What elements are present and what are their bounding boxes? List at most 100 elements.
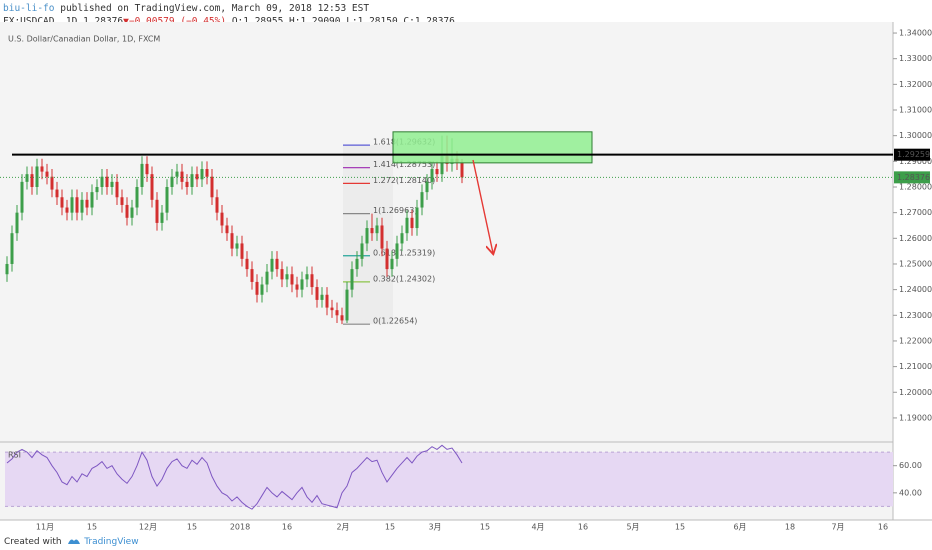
candle-body: [155, 199, 159, 223]
candle-body: [205, 169, 209, 177]
candle-body: [315, 287, 319, 300]
y-tick-label: 1.29000: [899, 157, 932, 166]
author: biu-li-fo: [3, 3, 55, 14]
candle-body: [365, 228, 369, 244]
logo: [68, 539, 81, 544]
candle-body: [25, 174, 29, 182]
candle-body: [225, 225, 229, 234]
x-tick-label: 15: [187, 523, 197, 532]
y-tick-label: 1.25000: [899, 259, 932, 268]
candle-body: [230, 233, 234, 249]
candle-body: [235, 243, 239, 249]
candle-body: [400, 233, 404, 244]
candle-body: [70, 197, 74, 213]
candle-body: [275, 258, 279, 270]
candle-body: [325, 294, 329, 308]
candle-body: [460, 162, 464, 178]
candle-body: [130, 207, 134, 218]
candle-body: [295, 284, 299, 290]
candle-body: [300, 279, 304, 290]
candle-body: [35, 166, 39, 187]
x-tick-label: 7月: [831, 523, 844, 532]
candle-body: [410, 217, 414, 229]
candle-body: [175, 171, 179, 177]
chart-bg: [0, 22, 893, 520]
fib-label: 1.272(1.28140): [373, 176, 435, 185]
candle-body: [195, 174, 199, 180]
candle-body: [60, 197, 64, 208]
ohlc: O:1.28955 H:1.29090 L:1.28150 C:1.28376: [231, 16, 455, 27]
candle-body: [320, 294, 324, 300]
last-price-label: 1.28376: [897, 173, 930, 182]
y-tick-label: 1.32000: [899, 80, 932, 89]
candle-body: [330, 307, 334, 311]
candle-body: [340, 315, 344, 321]
candle-body: [120, 197, 124, 205]
fib-label: 0.618(1.25319): [373, 248, 435, 257]
x-tick-label: 4月: [531, 523, 544, 532]
candle-body: [115, 181, 119, 198]
candle-body: [305, 274, 309, 280]
candle-body: [440, 156, 444, 175]
x-tick-label: 16: [282, 523, 292, 532]
fib-label: 0(1.22654): [373, 317, 417, 326]
rsi-label: RSI: [8, 451, 21, 460]
candle-body: [100, 176, 104, 187]
candle-body: [50, 176, 54, 190]
candle-body: [425, 181, 429, 193]
candle-body: [370, 228, 374, 234]
arrow: ▼: [123, 16, 129, 27]
chart: U.S. Dollar/Canadian Dollar, 1D, FXCM 1.…: [0, 22, 932, 532]
y-tick-label: 1.33000: [899, 54, 932, 63]
candle-body: [310, 274, 314, 288]
change: −0.00579 (−0.45%): [128, 16, 227, 27]
candle-body: [90, 192, 94, 208]
candle-body: [125, 204, 129, 218]
y-tick-label: 60.00: [899, 461, 922, 470]
rsi-line: [6, 444, 463, 510]
x-tick-label: 2月: [336, 523, 349, 532]
x-tick-label: 6月: [733, 523, 746, 532]
y-tick-label: 1.26000: [899, 234, 932, 243]
candle-body: [105, 176, 109, 187]
candle-body: [395, 243, 399, 259]
x-tick-label: 12月: [139, 523, 157, 532]
candle-body: [375, 225, 379, 234]
candle-body: [45, 171, 49, 177]
candle-body: [40, 166, 44, 172]
candle-body: [200, 169, 204, 180]
candle-body: [55, 189, 59, 198]
x-tick-label: 18: [785, 523, 795, 532]
y-tick-label: 1.30000: [899, 131, 932, 140]
candle-body: [240, 243, 244, 259]
x-tick-label: 5月: [626, 523, 639, 532]
candle-body: [10, 233, 14, 264]
candle-body: [380, 225, 384, 249]
candle-body: [170, 176, 174, 187]
brand: TradingView: [84, 537, 139, 547]
candle-body: [250, 269, 254, 282]
x-tick-label: 15: [480, 523, 490, 532]
candle-body: [210, 176, 214, 198]
candle-body: [165, 186, 169, 213]
fib-label: 0.382(1.24302): [373, 274, 435, 283]
x-tick-label: 15: [385, 523, 395, 532]
x-tick-label: 16: [878, 523, 888, 532]
target-zone: [392, 131, 593, 164]
y-tick-label: 1.28000: [899, 182, 932, 191]
arrow: [472, 159, 493, 253]
candle-body: [190, 174, 194, 187]
candle-body: [355, 258, 359, 270]
candle-body: [180, 171, 184, 182]
x-tick-label: 15: [87, 523, 97, 532]
candle-body: [75, 197, 79, 213]
y-tick-label: 1.23000: [899, 311, 932, 320]
candle-body: [5, 263, 9, 275]
created-with: Created with: [4, 537, 62, 547]
candle-body: [350, 269, 354, 290]
y-tick-label: 1.34000: [899, 29, 932, 38]
y-tick-label: 1.27000: [899, 208, 932, 217]
symbol: FX:USDCAD, 1D 1.28376: [3, 16, 124, 27]
fib-label: 1(1.26963): [373, 206, 417, 215]
candle-body: [80, 199, 84, 213]
